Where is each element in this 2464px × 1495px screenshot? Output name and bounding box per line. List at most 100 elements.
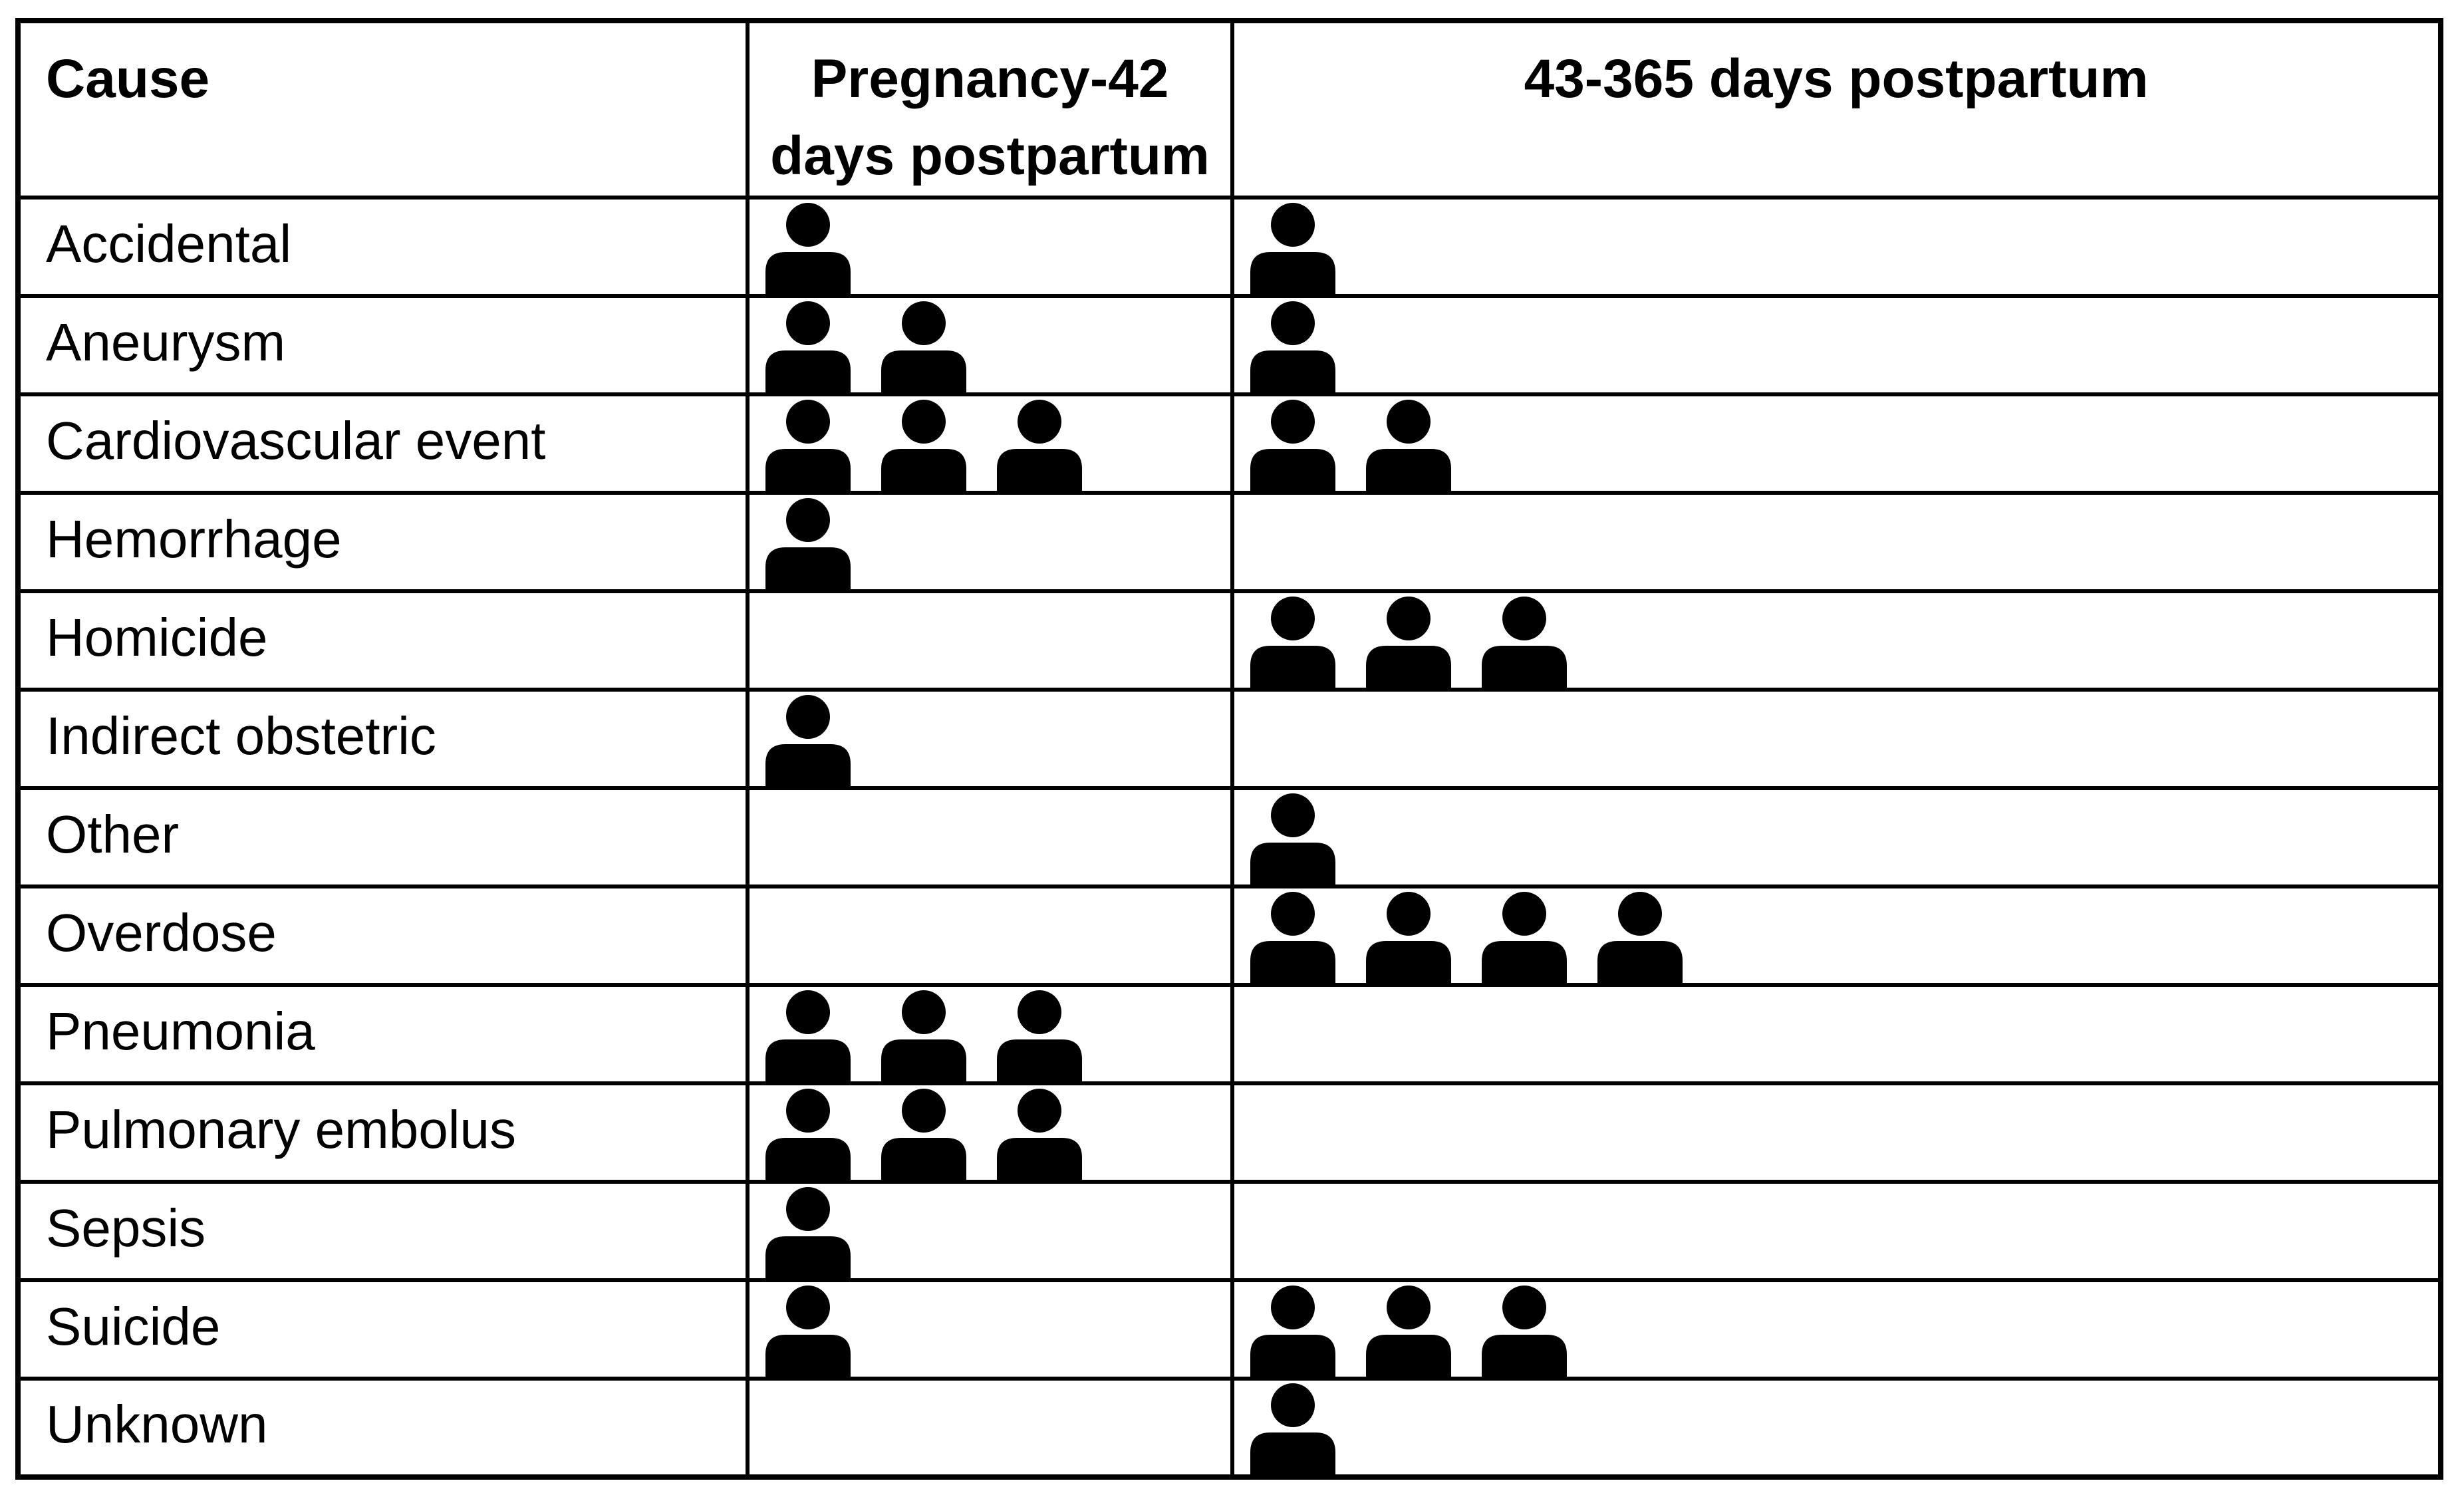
early-icon-row — [750, 990, 1230, 1081]
late-icon-row — [1234, 301, 2438, 392]
late-count-cell — [1230, 293, 2443, 396]
person-icon — [765, 497, 851, 589]
person-icon — [1250, 301, 1335, 392]
person-icon — [997, 1088, 1082, 1180]
person-icon — [1597, 891, 1683, 983]
table-row: Cardiovascular event — [16, 392, 2443, 495]
cause-label: Pneumonia — [46, 1001, 315, 1061]
person-icon — [997, 399, 1082, 491]
late-icon-row — [1234, 399, 2438, 491]
person-icon — [1250, 399, 1335, 491]
table-row: Aneurysm — [16, 293, 2443, 396]
cause-cell: Sepsis — [16, 1179, 750, 1282]
header-row: Cause Pregnancy-42 days postpartum 43-36… — [16, 19, 2443, 200]
table-row: Hemorrhage — [16, 490, 2443, 593]
person-icon — [1482, 1285, 1567, 1377]
cause-label: Pulmonary embolus — [46, 1099, 516, 1159]
person-icon — [765, 399, 851, 491]
column-header-pregnancy-42-days: Pregnancy-42 days postpartum — [746, 19, 1234, 200]
cause-cell: Hemorrhage — [16, 490, 750, 593]
early-count-cell — [746, 785, 1234, 888]
early-icon-row — [750, 399, 1230, 491]
cause-label: Other — [46, 804, 180, 864]
late-icon-row — [1234, 891, 2438, 983]
early-icon-row — [750, 694, 1230, 786]
cause-cell: Aneurysm — [16, 293, 750, 396]
early-count-cell — [746, 490, 1234, 593]
person-icon — [1366, 399, 1451, 491]
table-row: Pneumonia — [16, 982, 2443, 1085]
cause-label: Homicide — [46, 607, 268, 667]
early-icon-row — [750, 301, 1230, 392]
late-count-cell — [1230, 392, 2443, 495]
early-icon-row — [750, 202, 1230, 294]
table-row: Suicide — [16, 1278, 2443, 1381]
table-body: Accidental Aneurysm Cardiovas — [16, 195, 2443, 1479]
cause-label: Accidental — [46, 213, 292, 273]
cause-label: Indirect obstetric — [46, 706, 436, 765]
late-count-cell — [1230, 785, 2443, 888]
person-icon — [881, 301, 966, 392]
late-count-cell — [1230, 589, 2443, 692]
person-icon — [997, 990, 1082, 1081]
table-row: Accidental — [16, 195, 2443, 298]
early-count-cell — [746, 1376, 1234, 1479]
person-icon — [881, 399, 966, 491]
table-header: Cause Pregnancy-42 days postpartum 43-36… — [16, 19, 2443, 200]
late-count-cell — [1230, 195, 2443, 298]
person-icon — [1366, 596, 1451, 688]
cause-cell: Overdose — [16, 884, 750, 987]
late-count-cell — [1230, 490, 2443, 593]
person-icon — [1366, 891, 1451, 983]
pictograph-table: Cause Pregnancy-42 days postpartum 43-36… — [15, 18, 2443, 1480]
cause-cell: Pulmonary embolus — [16, 1081, 750, 1184]
early-count-cell — [746, 1179, 1234, 1282]
person-icon — [765, 1186, 851, 1278]
late-count-cell — [1230, 1179, 2443, 1282]
late-icon-row — [1234, 202, 2438, 294]
column-header-43-365-days: 43-365 days postpartum — [1230, 19, 2443, 200]
person-icon — [1250, 1285, 1335, 1377]
early-count-cell — [746, 195, 1234, 298]
late-count-cell — [1230, 687, 2443, 790]
person-icon — [1250, 596, 1335, 688]
cause-cell: Accidental — [16, 195, 750, 298]
late-count-cell — [1230, 884, 2443, 987]
person-icon — [765, 990, 851, 1081]
cause-label: Sepsis — [46, 1198, 206, 1258]
late-icon-row — [1234, 793, 2438, 884]
cause-cell: Homicide — [16, 589, 750, 692]
early-count-cell — [746, 589, 1234, 692]
person-icon — [765, 301, 851, 392]
early-icon-row — [750, 1186, 1230, 1278]
person-icon — [1366, 1285, 1451, 1377]
cause-label: Unknown — [46, 1395, 268, 1454]
early-count-cell — [746, 884, 1234, 987]
early-icon-row — [750, 1285, 1230, 1377]
late-count-cell — [1230, 1376, 2443, 1479]
person-icon — [1250, 793, 1335, 884]
early-count-cell — [746, 1278, 1234, 1381]
late-count-cell — [1230, 982, 2443, 1085]
early-count-cell — [746, 687, 1234, 790]
table-row: Indirect obstetric — [16, 687, 2443, 790]
person-icon — [881, 990, 966, 1081]
person-icon — [1482, 891, 1567, 983]
cause-cell: Other — [16, 785, 750, 888]
column-header-cause: Cause — [16, 19, 750, 200]
table-row: Homicide — [16, 589, 2443, 692]
table-row: Sepsis — [16, 1179, 2443, 1282]
cause-cell: Cardiovascular event — [16, 392, 750, 495]
cause-cell: Suicide — [16, 1278, 750, 1381]
person-icon — [1250, 891, 1335, 983]
person-icon — [765, 1285, 851, 1377]
early-icon-row — [750, 497, 1230, 589]
early-count-cell — [746, 293, 1234, 396]
late-icon-row — [1234, 1285, 2438, 1377]
person-icon — [765, 202, 851, 294]
cause-label: Overdose — [46, 902, 277, 962]
early-icon-row — [750, 1088, 1230, 1180]
late-icon-row — [1234, 596, 2438, 688]
table-row: Other — [16, 785, 2443, 888]
